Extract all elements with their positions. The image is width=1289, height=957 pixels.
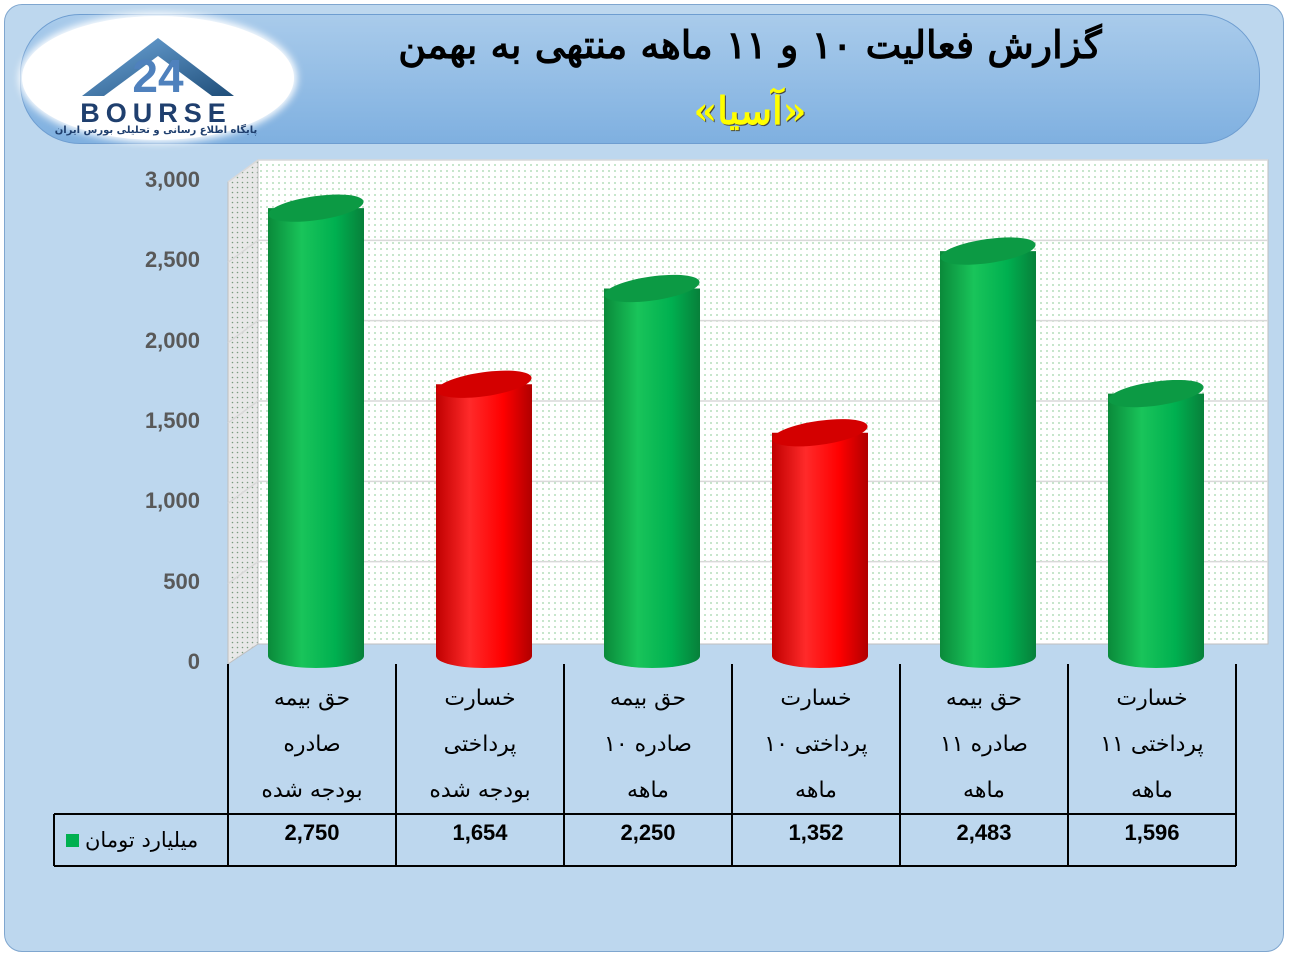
gridline-side	[227, 400, 259, 424]
category-label: حق بیمه صادره ۱۰ ماهه	[604, 686, 692, 803]
y-tick-label: 0	[187, 649, 200, 674]
logo-word: BOURSE	[80, 98, 232, 128]
y-tick-label: 2,000	[144, 327, 200, 353]
y-tick-label: 3,000	[144, 167, 200, 192]
gridline-side	[227, 239, 259, 263]
page-title: گزارش فعالیت ۱۰ و ۱۱ ماهه منتهی به بهمن	[398, 22, 1102, 67]
data-value-label: 2,250	[620, 820, 676, 845]
category-label: حق بیمه صادره ۱۱ ماهه	[940, 686, 1028, 803]
legend-label: میلیارد تومان	[85, 828, 199, 852]
bar	[1108, 379, 1204, 668]
bar	[604, 274, 700, 668]
gridline-side	[227, 320, 259, 344]
category-label: حق بیمه صادره بودجه شده	[261, 686, 363, 803]
gridline-side	[227, 561, 259, 585]
data-value-label: 1,654	[452, 820, 508, 845]
category-label: خسارت پرداختی بودجه شده	[429, 686, 531, 803]
bar	[940, 237, 1036, 668]
data-value-label: 1,596	[1124, 820, 1180, 845]
gridline-side	[227, 480, 259, 504]
bar	[772, 419, 868, 668]
bar	[268, 194, 364, 668]
logo: 24	[22, 16, 294, 140]
gridline-side	[227, 159, 259, 183]
legend: میلیارد تومان	[60, 820, 226, 860]
y-tick-label: 500	[163, 568, 200, 594]
data-value-label: 1,352	[788, 820, 844, 845]
category-label: خسارت پرداختی ۱۰ ماهه	[764, 686, 868, 803]
y-tick-label: 2,500	[144, 247, 200, 273]
logo-mark-icon: 24	[82, 38, 234, 102]
page-subtitle: «آسیا»	[693, 88, 807, 133]
y-tick-label: 1,000	[144, 488, 200, 514]
logo-tagline: پایگاه اطلاع رسانی و تحلیلی بورس ایران	[54, 125, 258, 136]
y-tick-label: 1,500	[144, 408, 200, 433]
legend-swatch-icon	[66, 833, 79, 847]
data-value-label: 2,750	[284, 820, 340, 845]
bar	[436, 370, 532, 668]
data-value-label: 2,483	[956, 820, 1012, 845]
category-label: خسارت پرداختی ۱۱ ماهه	[1100, 686, 1204, 803]
logo-number: 24	[132, 50, 184, 102]
